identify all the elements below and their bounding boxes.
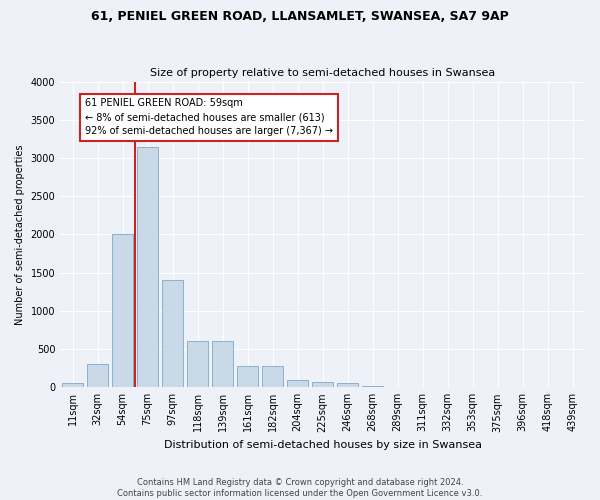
Bar [362, 386, 383, 388]
Text: 61 PENIEL GREEN ROAD: 59sqm
← 8% of semi-detached houses are smaller (613)
92% o: 61 PENIEL GREEN ROAD: 59sqm ← 8% of semi… [85, 98, 333, 136]
Bar [262, 366, 283, 388]
Bar [287, 380, 308, 388]
X-axis label: Distribution of semi-detached houses by size in Swansea: Distribution of semi-detached houses by … [164, 440, 482, 450]
Bar [312, 382, 333, 388]
Text: 61, PENIEL GREEN ROAD, LLANSAMLET, SWANSEA, SA7 9AP: 61, PENIEL GREEN ROAD, LLANSAMLET, SWANS… [91, 10, 509, 23]
Bar [337, 384, 358, 388]
Y-axis label: Number of semi-detached properties: Number of semi-detached properties [15, 144, 25, 324]
Bar [187, 342, 208, 388]
Bar [237, 366, 258, 388]
Bar [137, 146, 158, 388]
Bar [87, 364, 108, 388]
Title: Size of property relative to semi-detached houses in Swansea: Size of property relative to semi-detach… [150, 68, 495, 78]
Bar [112, 234, 133, 388]
Bar [387, 386, 408, 388]
Bar [62, 384, 83, 388]
Text: Contains HM Land Registry data © Crown copyright and database right 2024.
Contai: Contains HM Land Registry data © Crown c… [118, 478, 482, 498]
Bar [212, 342, 233, 388]
Bar [162, 280, 183, 388]
